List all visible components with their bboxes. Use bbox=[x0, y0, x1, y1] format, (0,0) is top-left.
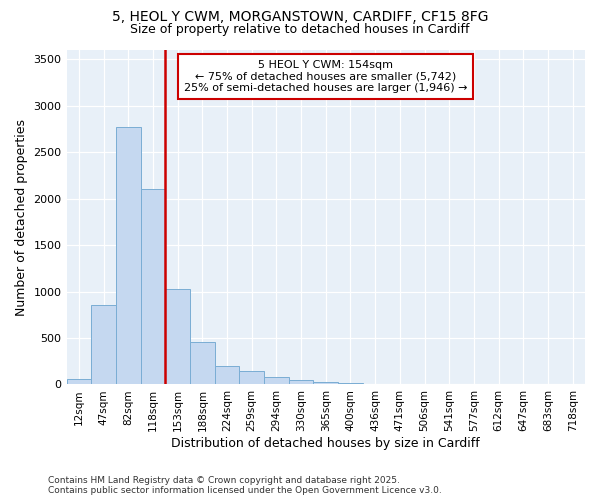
Text: 5, HEOL Y CWM, MORGANSTOWN, CARDIFF, CF15 8FG: 5, HEOL Y CWM, MORGANSTOWN, CARDIFF, CF1… bbox=[112, 10, 488, 24]
Text: 5 HEOL Y CWM: 154sqm
← 75% of detached houses are smaller (5,742)
25% of semi-de: 5 HEOL Y CWM: 154sqm ← 75% of detached h… bbox=[184, 60, 467, 93]
Text: Size of property relative to detached houses in Cardiff: Size of property relative to detached ho… bbox=[130, 22, 470, 36]
Bar bbox=[289, 380, 313, 384]
Bar bbox=[264, 377, 289, 384]
Bar bbox=[190, 342, 215, 384]
Bar bbox=[67, 380, 91, 384]
Bar bbox=[91, 306, 116, 384]
Bar bbox=[215, 366, 239, 384]
Bar bbox=[116, 127, 140, 384]
Y-axis label: Number of detached properties: Number of detached properties bbox=[15, 118, 28, 316]
Bar bbox=[313, 382, 338, 384]
Bar bbox=[338, 382, 363, 384]
Text: Contains HM Land Registry data © Crown copyright and database right 2025.
Contai: Contains HM Land Registry data © Crown c… bbox=[48, 476, 442, 495]
Bar bbox=[165, 289, 190, 384]
Bar bbox=[140, 190, 165, 384]
X-axis label: Distribution of detached houses by size in Cardiff: Distribution of detached houses by size … bbox=[172, 437, 480, 450]
Bar bbox=[239, 370, 264, 384]
